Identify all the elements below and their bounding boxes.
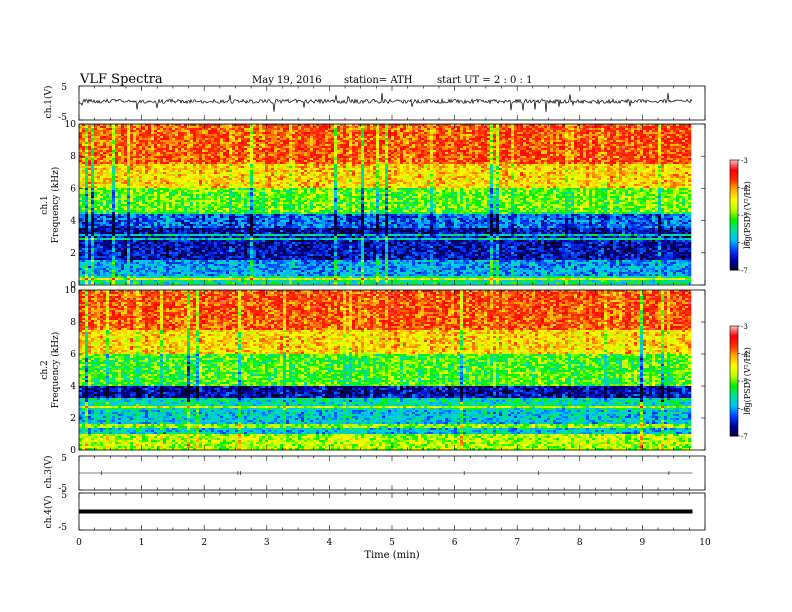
ch1-spectrogram-panel: ch.1 Frequency (kHz) log(PSD) (V²/Hz) -3… <box>40 120 752 291</box>
panel-frame <box>79 86 705 120</box>
ch3-waveform-ytick-top: 5 <box>61 454 67 464</box>
spectrogram-ytick-label: 2 <box>70 414 76 424</box>
station-label: station= ATH <box>344 75 413 86</box>
spectrogram-ytick-label: 0 <box>70 446 76 456</box>
start-ut-label: start UT = 2 : 0 : 1 <box>437 75 532 86</box>
ch4-waveform-ylabel: ch.4(V) <box>43 496 54 529</box>
ch2-spectrogram-panel: ch.2 Frequency (kHz) log(PSD) (V²/Hz) -3… <box>40 286 752 456</box>
ch4-waveform-ytick-bottom: -5 <box>58 523 67 533</box>
colorbar: -3 -4 -5 -6 -7 <box>730 157 748 275</box>
colorbar-tick-label: -3 <box>741 157 748 165</box>
figure-title: VLF Spectra <box>79 72 163 87</box>
ch1-spectrogram-ylabel-frequency: Frequency (kHz) <box>50 167 61 244</box>
spectrogram-ytick-label: 4 <box>70 217 76 227</box>
spectrogram-ytick-label: 10 <box>65 120 77 130</box>
colorbar-tick-label: -4 <box>741 351 748 359</box>
ch3-waveform-ylabel: ch.3(V) <box>43 456 54 489</box>
spectrogram-ytick-label: 2 <box>70 249 76 259</box>
ch1-spectrogram-ylabel-channel: ch.1 <box>40 195 50 214</box>
colorbar-tick-label: -4 <box>741 185 748 193</box>
vlf-figure: VLF Spectra May 19, 2016 station= ATH st… <box>0 0 792 612</box>
spectrogram-ytick-label: 6 <box>70 184 76 194</box>
colorbar-tick-label: -7 <box>741 433 748 441</box>
colorbar-tick-label: -6 <box>741 406 748 414</box>
ch4-waveform-panel: ch.4(V) 5 -5 <box>43 491 705 533</box>
ch1-waveform-ytick-top: 5 <box>61 83 67 93</box>
ch4-waveform-ytick-top: 5 <box>61 491 67 501</box>
time-axis-tick-label: 3 <box>264 538 270 548</box>
time-axis-tick-label: 9 <box>640 538 646 548</box>
spectrogram-ytick-label: 8 <box>70 318 76 328</box>
colorbar-tick-label: -7 <box>741 267 748 275</box>
time-axis-tick-label: 6 <box>452 538 458 548</box>
colorbar-tick-label: -5 <box>741 212 748 220</box>
colorbar: -3 -4 -5 -6 -7 <box>730 323 748 441</box>
ch1-waveform-ylabel: ch.1(V) <box>43 86 54 119</box>
ch1-waveform-panel: ch.1(V) 5 -5 <box>43 83 705 123</box>
spectrogram-ytick-label: 10 <box>65 286 77 296</box>
colorbar-tick-label: -6 <box>741 240 748 248</box>
spectrogram-ytick-label: 6 <box>70 350 76 360</box>
time-axis-tick-label: 7 <box>514 538 520 548</box>
time-axis-tick-label: 8 <box>577 538 583 548</box>
time-axis-label: Time (min) <box>364 550 419 561</box>
time-axis-tick-label: 1 <box>139 538 145 548</box>
date-label: May 19, 2016 <box>252 75 322 86</box>
time-axis-tick-label: 10 <box>699 538 711 548</box>
spectrogram-cells <box>79 124 691 284</box>
time-axis: Time (min) 0 1 2 3 4 5 6 7 8 9 10 <box>76 538 711 561</box>
colorbar-tick-label: -5 <box>741 378 748 386</box>
ch3-waveform-panel: ch.3(V) 5 -5 <box>43 454 705 494</box>
spectrogram-cells <box>79 290 691 450</box>
time-axis-tick-label: 5 <box>389 538 395 548</box>
time-axis-tick-label: 4 <box>327 538 333 548</box>
spectrogram-ytick-label: 4 <box>70 382 76 392</box>
time-axis-tick-label: 0 <box>76 538 82 548</box>
waveform-trace <box>79 93 692 112</box>
spectrogram-ytick-label: 8 <box>70 152 76 162</box>
ch2-spectrogram-ylabel-frequency: Frequency (kHz) <box>50 332 61 409</box>
time-axis-tick-label: 2 <box>201 538 207 548</box>
colorbar-tick-label: -3 <box>741 323 748 331</box>
ch2-spectrogram-ylabel-channel: ch.2 <box>40 360 50 379</box>
